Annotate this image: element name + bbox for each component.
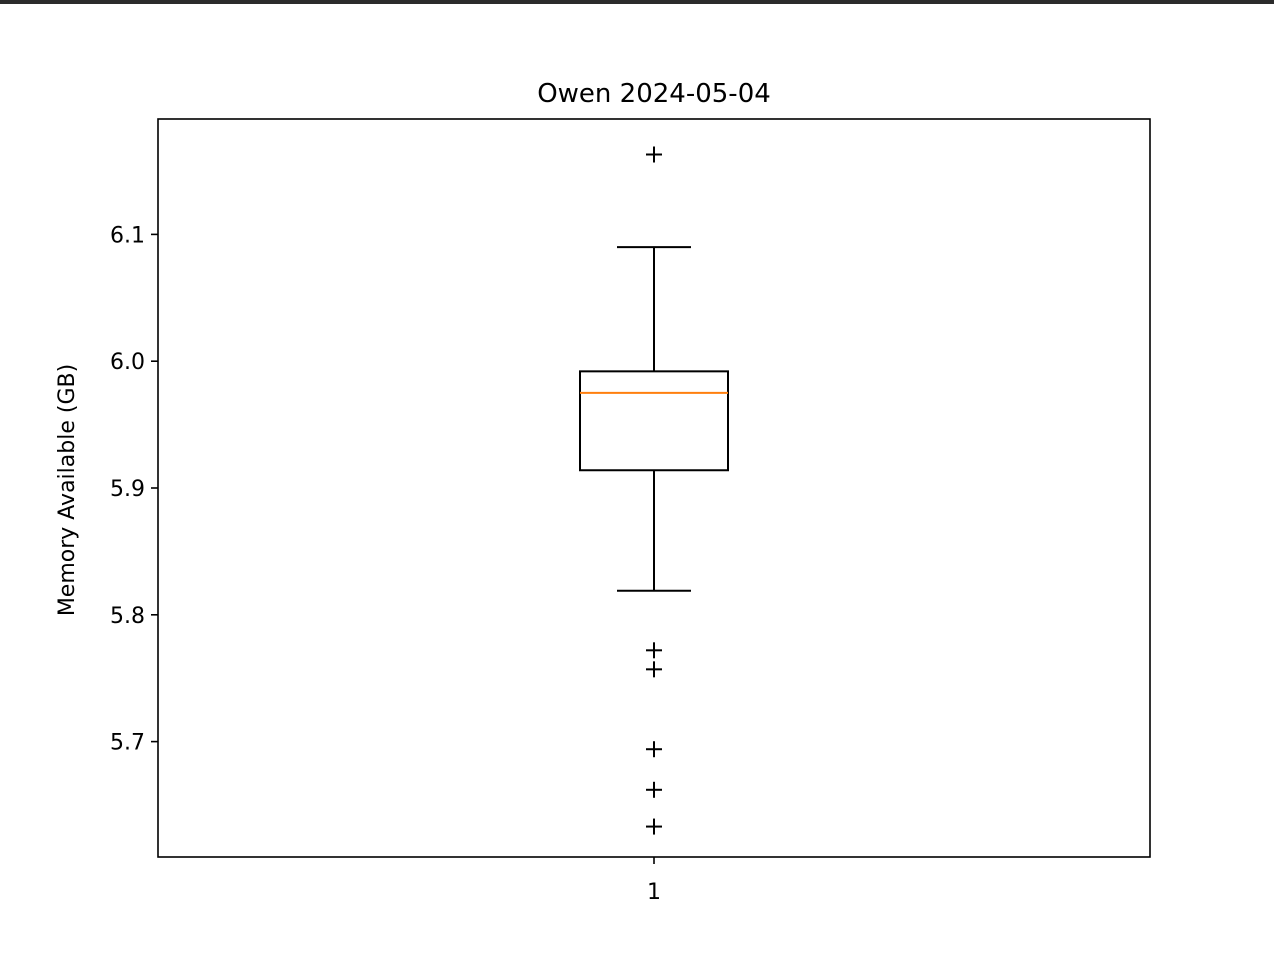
interquartile-box bbox=[579, 370, 729, 472]
y-axis-label: Memory Available (GB) bbox=[55, 364, 80, 616]
outlier-point bbox=[646, 818, 662, 835]
outlier-point bbox=[646, 146, 662, 163]
x-axis: 1 bbox=[647, 857, 661, 905]
y-tick-label: 5.9 bbox=[110, 477, 145, 502]
x-tick-label: 1 bbox=[647, 880, 661, 905]
y-axis: 5.7 5.8 5.9 6.0 6.1 bbox=[110, 223, 158, 756]
y-tick-label: 6.0 bbox=[110, 350, 145, 375]
y-tick-label: 5.7 bbox=[110, 731, 145, 756]
outlier-point bbox=[646, 661, 662, 678]
y-tick-label: 6.1 bbox=[110, 223, 145, 248]
chart-title: Owen 2024-05-04 bbox=[537, 79, 771, 109]
box-series bbox=[579, 146, 729, 835]
outlier-point bbox=[646, 741, 662, 758]
y-tick-label: 5.8 bbox=[110, 604, 145, 629]
outlier-point bbox=[646, 642, 662, 659]
window-top-bar bbox=[0, 0, 1274, 4]
outlier-point bbox=[646, 781, 662, 798]
